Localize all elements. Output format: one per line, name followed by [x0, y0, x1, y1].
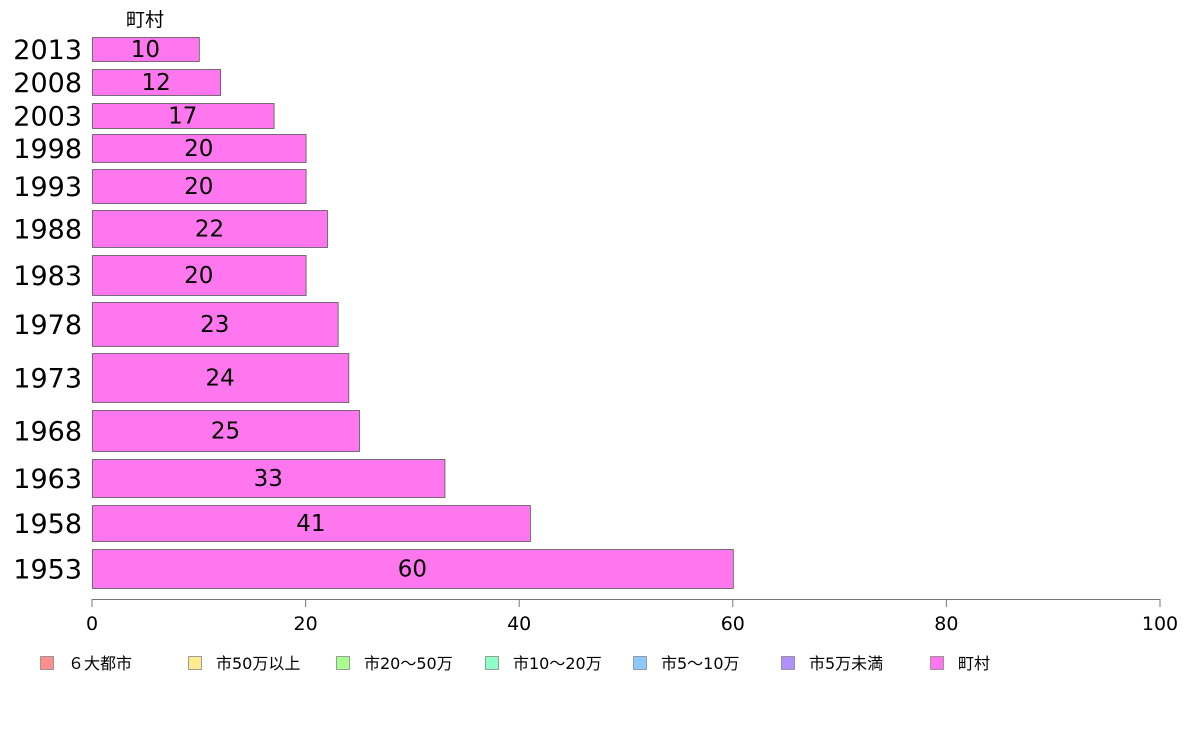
- x-tick-label: 100: [1142, 613, 1178, 635]
- data-label: 22: [195, 217, 224, 243]
- bar: [92, 353, 350, 403]
- category-label: 1958: [13, 509, 82, 540]
- x-tick-label: 80: [934, 613, 958, 635]
- category-label: 1968: [13, 417, 82, 448]
- data-label: 20: [184, 174, 213, 200]
- category-label: 1988: [13, 215, 82, 246]
- x-axis: 0 20 40 60 80 100: [86, 599, 1178, 635]
- data-label: 17: [168, 104, 197, 130]
- category-label: 1973: [13, 364, 82, 395]
- legend-label: 市5万未満: [809, 654, 883, 673]
- category-label: 1998: [13, 134, 82, 165]
- bar: [92, 255, 307, 296]
- bar: [92, 410, 360, 452]
- bar: [92, 210, 328, 248]
- series-label: 町村: [126, 9, 164, 31]
- bar: [92, 302, 339, 347]
- data-label: 23: [200, 312, 229, 338]
- data-label: 24: [206, 366, 235, 392]
- data-label: 33: [254, 466, 283, 492]
- bar: [92, 69, 222, 96]
- category-label: 2013: [13, 35, 82, 66]
- category-label: 1963: [13, 464, 82, 495]
- category-label: 1993: [13, 172, 82, 203]
- data-label: 12: [141, 70, 170, 96]
- data-label: 20: [184, 136, 213, 162]
- category-label: 2003: [13, 102, 82, 133]
- legend-label: 市5～10万: [661, 654, 740, 673]
- legend-label: 市50万以上: [216, 654, 300, 673]
- bar: [92, 169, 307, 204]
- legend-label: ６大都市: [68, 654, 132, 673]
- x-tick-label: 0: [86, 613, 98, 635]
- category-label: 2008: [13, 68, 82, 99]
- data-label: 20: [184, 263, 213, 289]
- x-tick-label: 40: [507, 613, 531, 635]
- legend-label: 市10～20万: [513, 654, 602, 673]
- bar: [92, 103, 275, 129]
- legend-swatch: [40, 656, 54, 670]
- legend-swatch: [336, 656, 350, 670]
- legend: ６大都市 市50万以上 市20～50万 市10～20万 市5～10万 市5万未満 町村: [40, 654, 990, 673]
- category-label: 1983: [13, 261, 82, 292]
- bar: [92, 134, 307, 163]
- bar: [92, 549, 734, 589]
- data-label: 10: [131, 37, 160, 63]
- bar: [92, 459, 446, 498]
- legend-label: 町村: [958, 654, 990, 673]
- data-label: 41: [296, 511, 325, 537]
- x-tick-label: 60: [721, 613, 745, 635]
- legend-label: 市20～50万: [364, 654, 453, 673]
- category-label: 1953: [13, 555, 82, 586]
- data-label: 25: [211, 419, 240, 445]
- legend-swatch: [485, 656, 499, 670]
- x-tick-label: 20: [294, 613, 318, 635]
- legend-swatch: [930, 656, 944, 670]
- legend-swatch: [633, 656, 647, 670]
- legend-swatch: [188, 656, 202, 670]
- legend-swatch: [781, 656, 795, 670]
- bars-layer: 2013 10 2008 12 2003 17 1998 20 1993 20 1988 22 1983…: [13, 35, 734, 589]
- bar: [92, 37, 200, 62]
- bar: [92, 505, 531, 542]
- data-label: 60: [398, 557, 427, 583]
- category-label: 1978: [13, 310, 82, 341]
